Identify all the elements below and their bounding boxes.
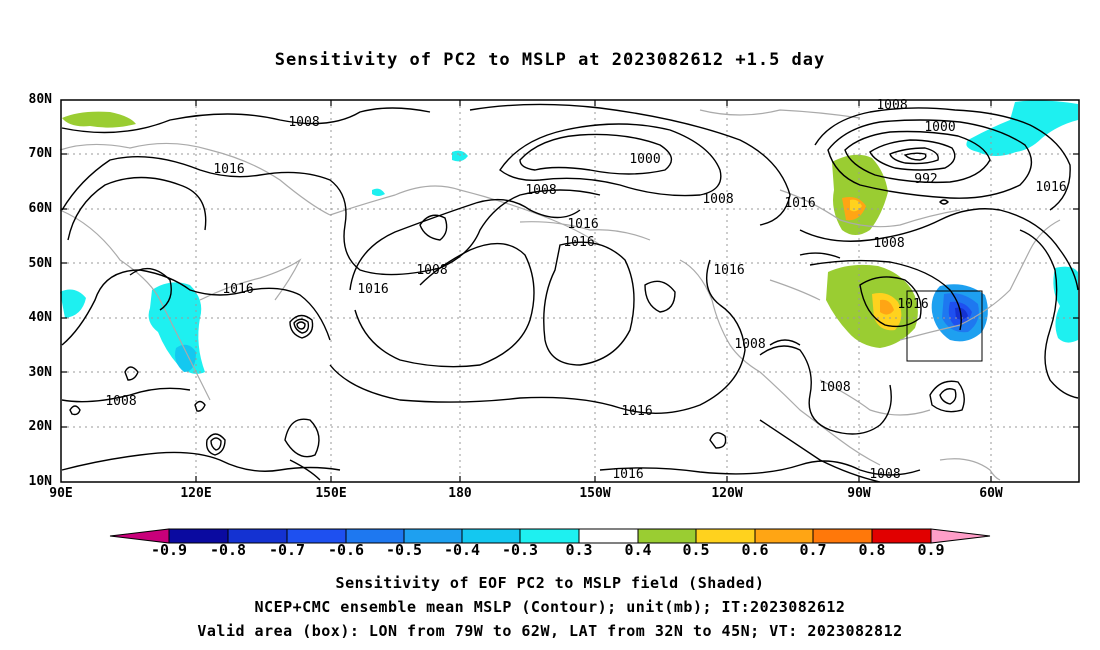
contour-label: 1016	[621, 404, 652, 419]
colorbar-arrow-right	[930, 528, 991, 544]
contour-label: 1008	[873, 236, 904, 251]
colorbar-label: 0.9	[917, 541, 945, 559]
caption-contour: NCEP+CMC ensemble mean MSLP (Contour); u…	[254, 598, 846, 616]
lon-label-180: 180	[448, 486, 472, 501]
lon-label-150w: 150W	[579, 486, 611, 501]
colorbar-label: -0.4	[443, 541, 481, 559]
colorbar-label: 0.5	[682, 541, 710, 559]
lon-label-90e: 90E	[49, 486, 73, 501]
lon-label-120w: 120W	[711, 486, 743, 501]
lat-label-60n: 60N	[28, 201, 52, 216]
contour-label: 1008	[819, 380, 850, 395]
lat-label-50n: 50N	[28, 256, 52, 271]
lat-lon-grid	[61, 100, 1079, 482]
colorbar-label: 0.8	[858, 541, 886, 559]
caption-valid-area: Valid area (box): LON from 79W to 62W, L…	[197, 622, 903, 640]
contour-label: 1016	[713, 263, 744, 278]
colorbar-label: -0.5	[385, 541, 423, 559]
contour-label: 1008	[876, 98, 907, 113]
contour-label: 1000	[924, 120, 955, 135]
lon-label-120e: 120E	[180, 486, 212, 501]
colorbar-label: 0.4	[624, 541, 652, 559]
contour-label: 1016	[222, 282, 253, 297]
lon-label-90w: 90W	[847, 486, 871, 501]
lat-label-70n: 70N	[28, 146, 52, 161]
mslp-contours	[61, 103, 1079, 483]
colorbar-label: -0.8	[209, 541, 247, 559]
colorbar-label: -0.7	[268, 541, 306, 559]
contour-label: 1008	[869, 467, 900, 482]
lon-label-60w: 60W	[979, 486, 1003, 501]
contour-label: 1008	[525, 183, 556, 198]
colorbar-label: 0.3	[565, 541, 593, 559]
contour-label: 992	[914, 172, 937, 187]
lat-label-20n: 20N	[28, 419, 52, 434]
colorbar-label: -0.3	[501, 541, 539, 559]
lat-label-10n: 10N	[28, 474, 52, 489]
coastlines	[59, 109, 1061, 481]
map-title: Sensitivity of PC2 to MSLP at 2023082612…	[274, 50, 826, 70]
sensitivity-shading	[60, 100, 1078, 374]
contour-label: 1008	[734, 337, 765, 352]
contour-label: 1008	[288, 115, 319, 130]
lat-label-30n: 30N	[28, 365, 52, 380]
contour-label: 1016	[897, 297, 928, 312]
lon-label-150e: 150E	[315, 486, 347, 501]
contour-label: 1016	[357, 282, 388, 297]
contour-label: 1008	[416, 263, 447, 278]
colorbar-label: -0.9	[150, 541, 188, 559]
contour-label: 1008	[105, 394, 136, 409]
lat-label-40n: 40N	[28, 310, 52, 325]
colorbar-label: -0.6	[327, 541, 365, 559]
map-frame	[60, 99, 1080, 483]
contour-label: 1008	[702, 192, 733, 207]
contour-label: 1016	[563, 235, 594, 250]
lat-label-80n: 80N	[28, 92, 52, 107]
axis-ticks	[61, 100, 1079, 482]
colorbar-label: 0.6	[741, 541, 769, 559]
contour-label: 1000	[629, 152, 660, 167]
contour-labels: 1008 1016 1016 1016 1008 1008 1000 1008 …	[105, 98, 1066, 482]
contour-label: 1016	[213, 162, 244, 177]
caption-shading: Sensitivity of EOF PC2 to MSLP field (Sh…	[335, 574, 765, 592]
contour-label: 1016	[1035, 180, 1066, 195]
contour-label: 1016	[567, 217, 598, 232]
colorbar-label: 0.7	[799, 541, 827, 559]
contour-label: 1016	[612, 467, 643, 482]
colorbar	[109, 528, 991, 544]
valid-area-box	[906, 290, 983, 362]
contour-label: 1016	[784, 196, 815, 211]
